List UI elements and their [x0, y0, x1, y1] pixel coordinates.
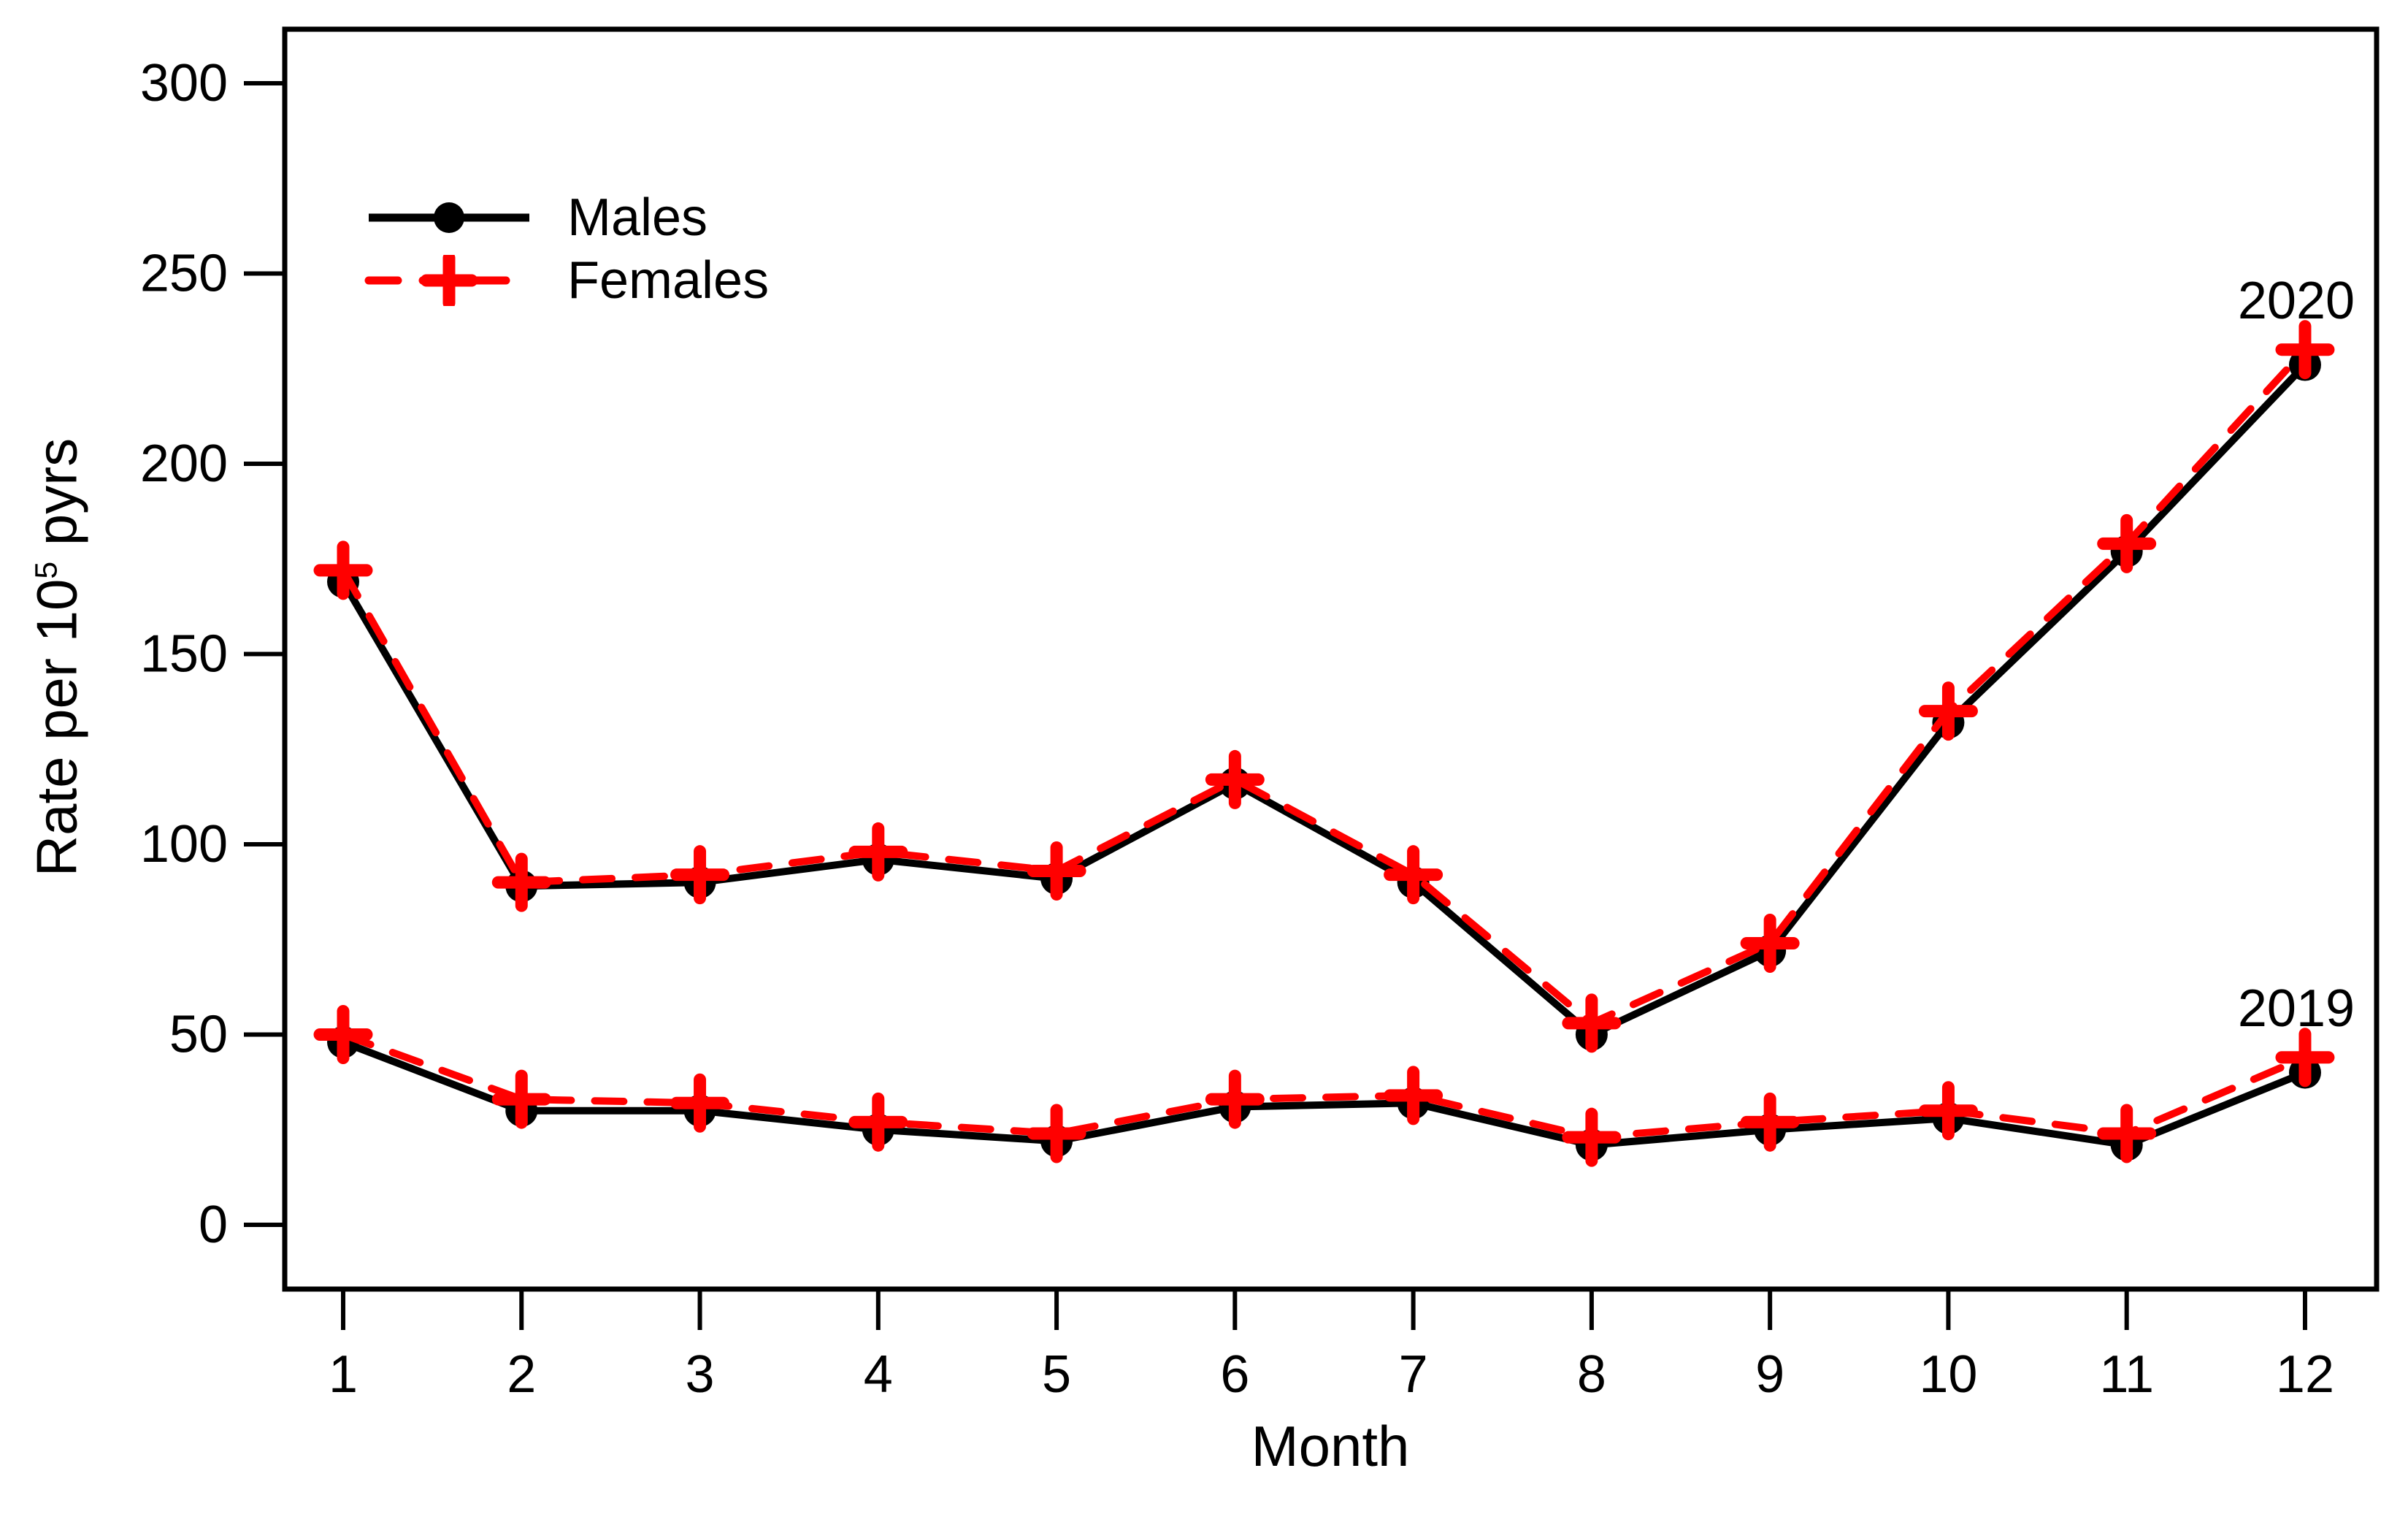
y-axis-title-prefix: Rate per 10 — [24, 578, 89, 877]
x-tick-label: 8 — [1577, 1345, 1606, 1404]
females-2019-point-m12 — [2275, 1028, 2335, 1088]
x-tick-label: 6 — [1220, 1345, 1249, 1404]
plot-border — [282, 26, 2380, 1292]
females-2020-line — [340, 345, 2309, 1027]
x-tick-label: 5 — [1042, 1345, 1071, 1404]
y-tick-label: 200 — [140, 435, 228, 493]
year-label-2019: 2019 — [2237, 979, 2355, 1038]
y-axis-title-suffix: pyrs — [24, 437, 89, 562]
y-tick-label: 50 — [169, 1006, 228, 1064]
legend-item-males: Males — [361, 191, 769, 244]
x-axis-title: Month — [1251, 1414, 1410, 1478]
females-2019-point-m11 — [2097, 1104, 2157, 1163]
females-2020-point-m11 — [2097, 513, 2157, 573]
year-label-2020: 2020 — [2237, 271, 2355, 330]
females-2019-point-m8 — [1562, 1107, 1622, 1167]
males-line-sample-icon — [369, 202, 529, 233]
y-tick-label: 100 — [140, 815, 228, 874]
x-tick-label: 12 — [2276, 1345, 2334, 1404]
females-2019-point-m4 — [848, 1092, 908, 1152]
legend: Males Females — [361, 191, 769, 307]
x-tick-label: 4 — [864, 1345, 893, 1404]
y-axis-title-exponent: 5 — [28, 561, 64, 579]
legend-item-females: Females — [361, 254, 769, 307]
males-2020-line — [340, 362, 2308, 1039]
females-2019-point-m1 — [313, 1005, 373, 1064]
females-2020-point-m4 — [848, 822, 908, 882]
females-2020-point-m7 — [1384, 845, 1443, 905]
females-2020-point-m8 — [1562, 993, 1622, 1053]
females-2019-point-m3 — [670, 1073, 730, 1133]
y-tick-label: 150 — [140, 625, 228, 684]
females-2019-point-m7 — [1384, 1066, 1443, 1125]
females-2019-point-m9 — [1740, 1092, 1800, 1152]
females-2020-point-m3 — [670, 845, 730, 905]
x-tick-label: 3 — [686, 1345, 715, 1404]
females-2020-point-m5 — [1027, 841, 1086, 901]
females-2020-point-m9 — [1740, 913, 1800, 973]
females-2019-point-m6 — [1205, 1069, 1265, 1129]
males-2019-line — [342, 1039, 2307, 1149]
females-2019-point-m2 — [491, 1069, 551, 1129]
females-2020-point-m12 — [2275, 320, 2335, 380]
y-tick-label: 0 — [199, 1196, 228, 1254]
x-tick-label: 2 — [507, 1345, 536, 1404]
females-2020-point-m10 — [1918, 681, 1978, 741]
females-2019-point-m10 — [1918, 1081, 1978, 1141]
legend-label-males: Males — [567, 188, 708, 247]
x-tick-label: 1 — [329, 1345, 358, 1404]
females-2020-point-m6 — [1205, 749, 1265, 809]
females-2020-point-m1 — [313, 540, 373, 600]
x-tick-label: 7 — [1399, 1345, 1428, 1404]
legend-label-females: Females — [567, 251, 770, 310]
females-2019-point-m5 — [1027, 1104, 1086, 1163]
females-line-sample-icon — [364, 255, 534, 306]
females-2019-line — [340, 1031, 2309, 1142]
y-tick-label: 300 — [140, 54, 228, 112]
y-axis-title: Rate per 105 pyrs — [24, 438, 91, 877]
x-tick-label: 10 — [1919, 1345, 1977, 1404]
x-tick-label: 11 — [2099, 1345, 2154, 1404]
x-tick-label: 9 — [1755, 1345, 1784, 1404]
y-tick-label: 250 — [140, 245, 228, 303]
females-2020-point-m2 — [491, 852, 551, 912]
